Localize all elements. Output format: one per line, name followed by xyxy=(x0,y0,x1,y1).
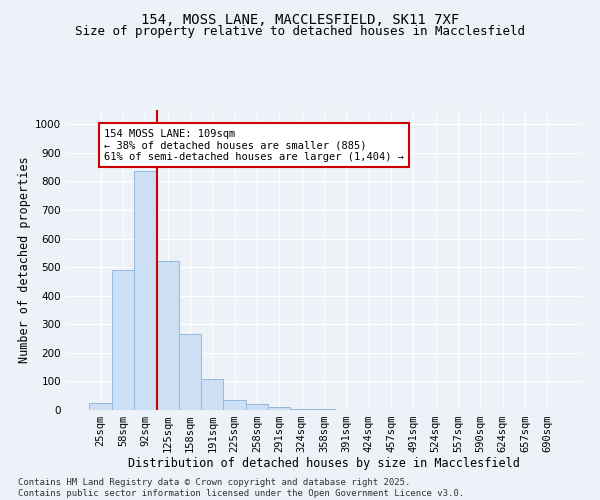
Bar xyxy=(246,404,268,410)
Bar xyxy=(134,172,157,410)
Y-axis label: Number of detached properties: Number of detached properties xyxy=(18,156,31,364)
Bar xyxy=(157,262,179,410)
Bar xyxy=(201,378,223,410)
Bar xyxy=(179,334,201,410)
Bar xyxy=(112,270,134,410)
Bar xyxy=(89,403,112,410)
Text: Size of property relative to detached houses in Macclesfield: Size of property relative to detached ho… xyxy=(75,25,525,38)
Bar xyxy=(268,407,290,410)
X-axis label: Distribution of detached houses by size in Macclesfield: Distribution of detached houses by size … xyxy=(128,456,520,469)
Bar xyxy=(290,408,313,410)
Text: 154 MOSS LANE: 109sqm
← 38% of detached houses are smaller (885)
61% of semi-det: 154 MOSS LANE: 109sqm ← 38% of detached … xyxy=(104,128,404,162)
Text: 154, MOSS LANE, MACCLESFIELD, SK11 7XF: 154, MOSS LANE, MACCLESFIELD, SK11 7XF xyxy=(141,12,459,26)
Text: Contains HM Land Registry data © Crown copyright and database right 2025.
Contai: Contains HM Land Registry data © Crown c… xyxy=(18,478,464,498)
Bar xyxy=(223,400,246,410)
